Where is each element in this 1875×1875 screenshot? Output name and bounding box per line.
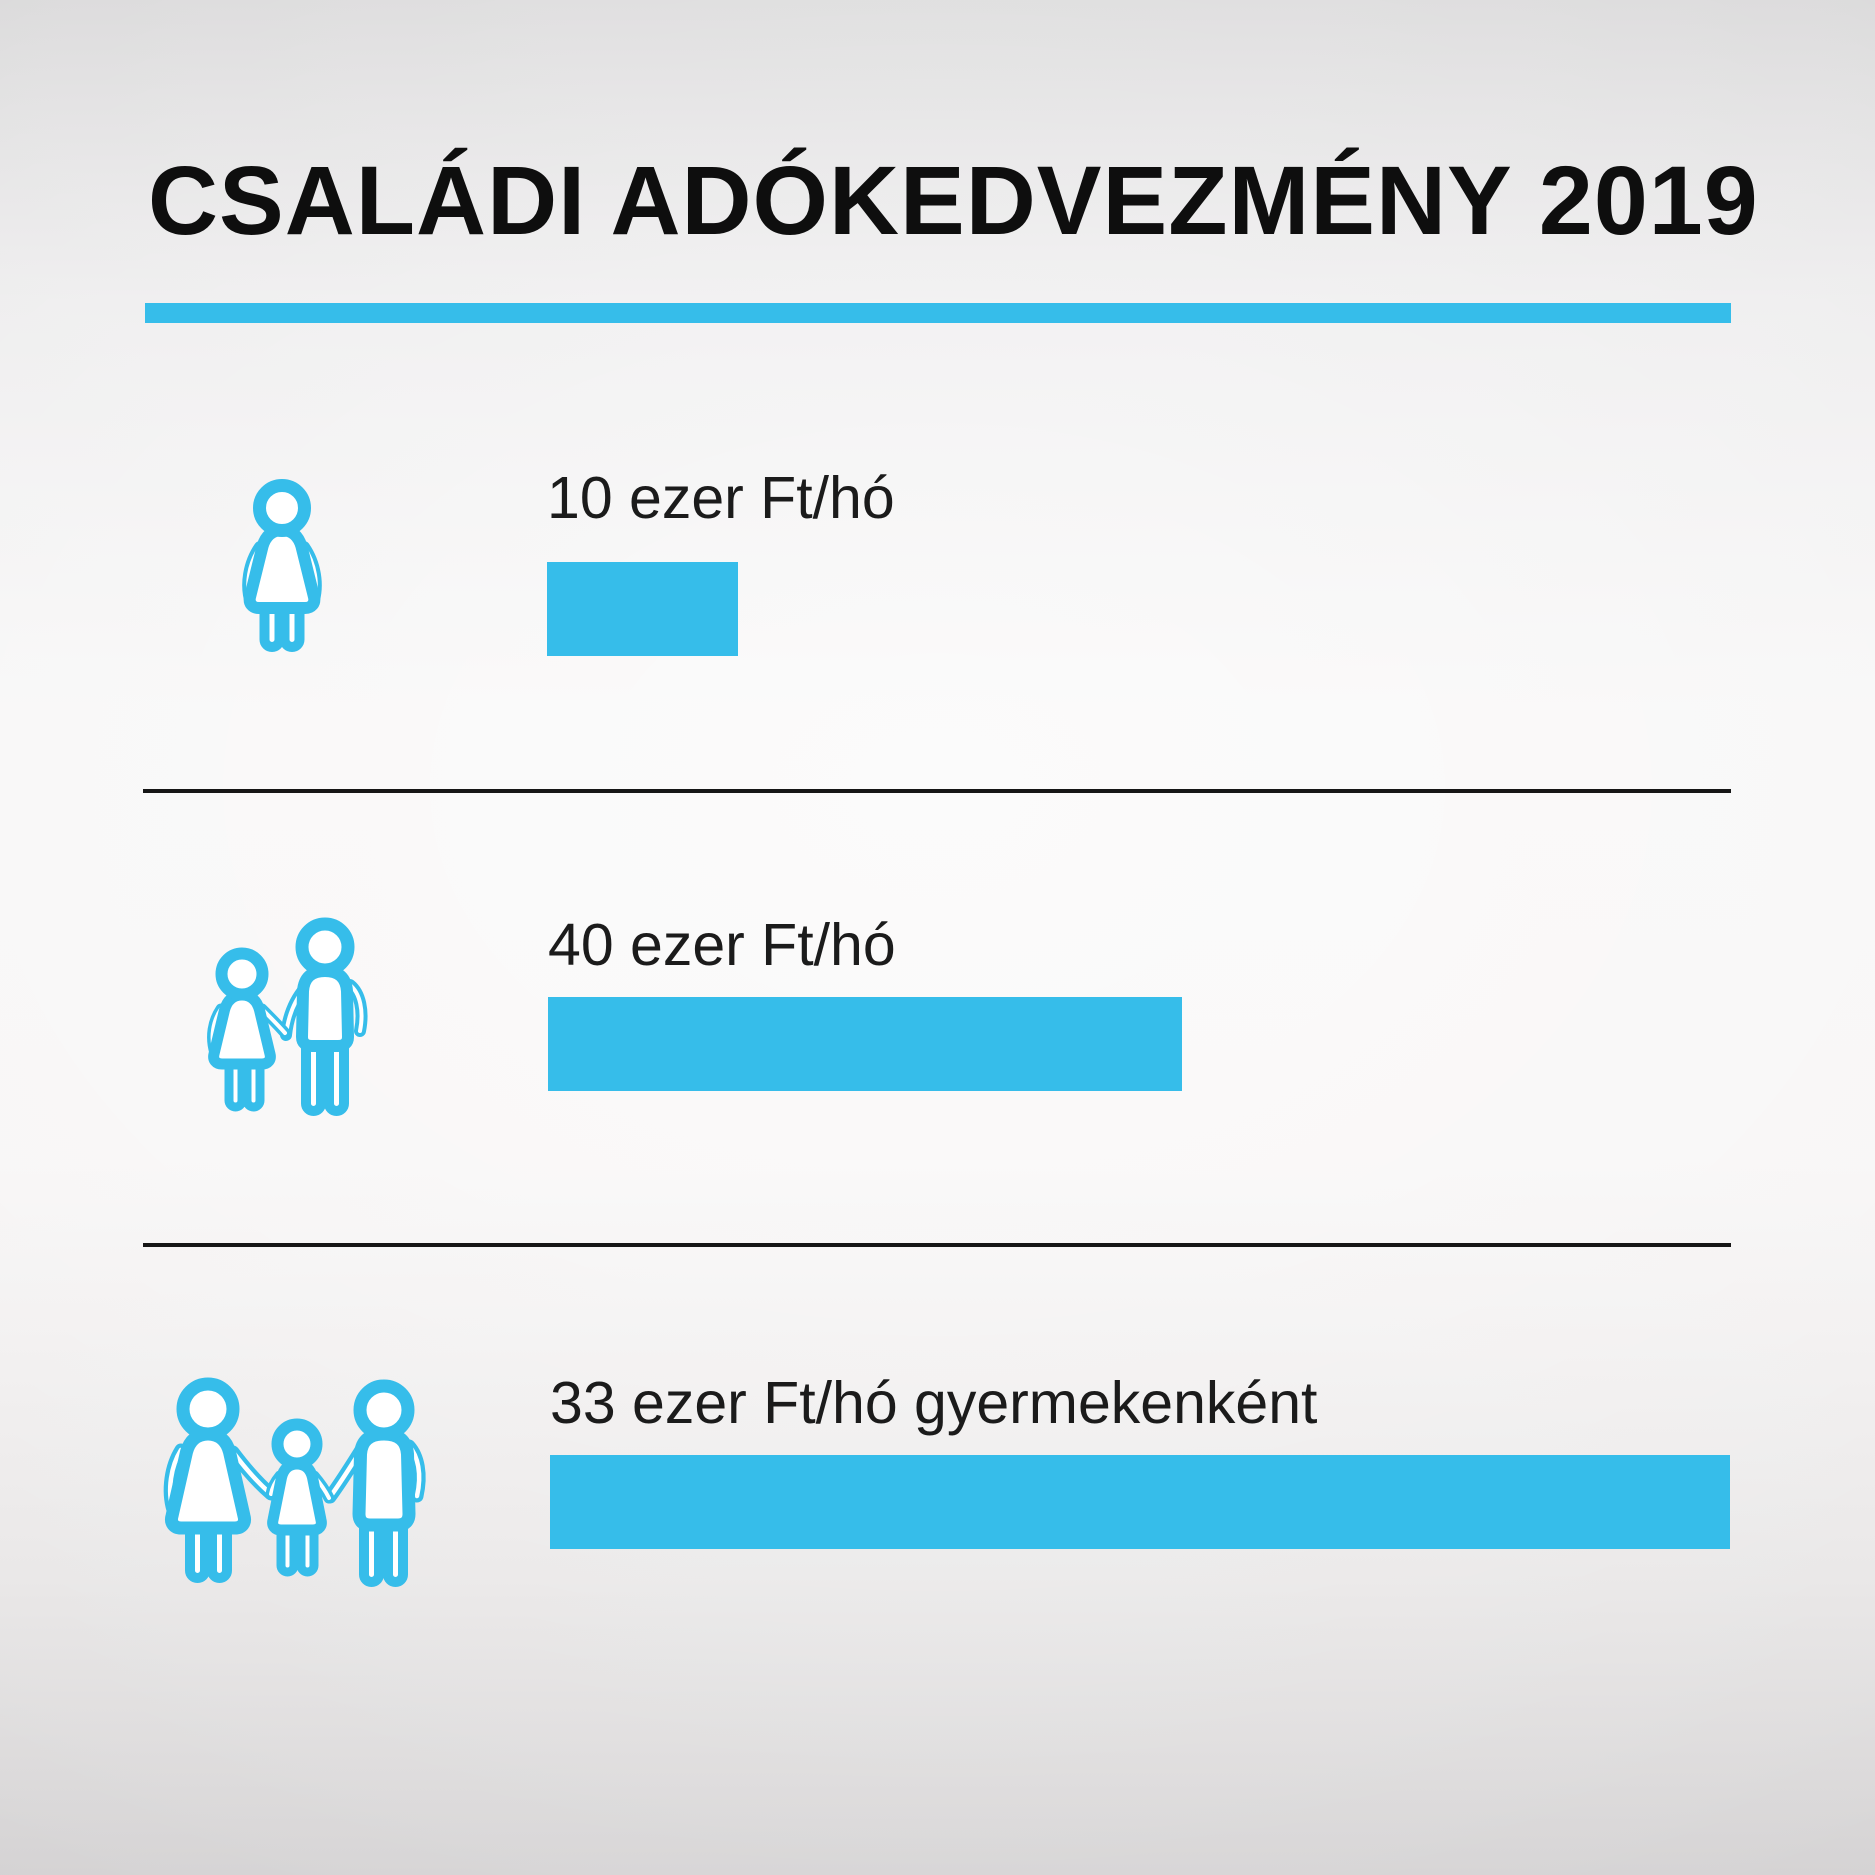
benefit-bar [550, 1455, 1730, 1549]
benefit-bar [548, 997, 1182, 1091]
two-children-icon [190, 913, 380, 1120]
page-title: CSALÁDI ADÓKEDVEZMÉNY 2019 [148, 146, 1759, 255]
title-underline [145, 303, 1731, 323]
benefit-bar [547, 562, 738, 656]
row-divider [143, 789, 1731, 793]
row-divider [143, 1243, 1731, 1247]
benefit-label: 40 ezer Ft/hó [548, 912, 896, 978]
benefit-label: 33 ezer Ft/hó gyermekenként [550, 1370, 1318, 1436]
three-children-icon [145, 1370, 443, 1587]
benefit-label: 10 ezer Ft/hó [547, 465, 895, 531]
one-child-icon [227, 475, 337, 667]
